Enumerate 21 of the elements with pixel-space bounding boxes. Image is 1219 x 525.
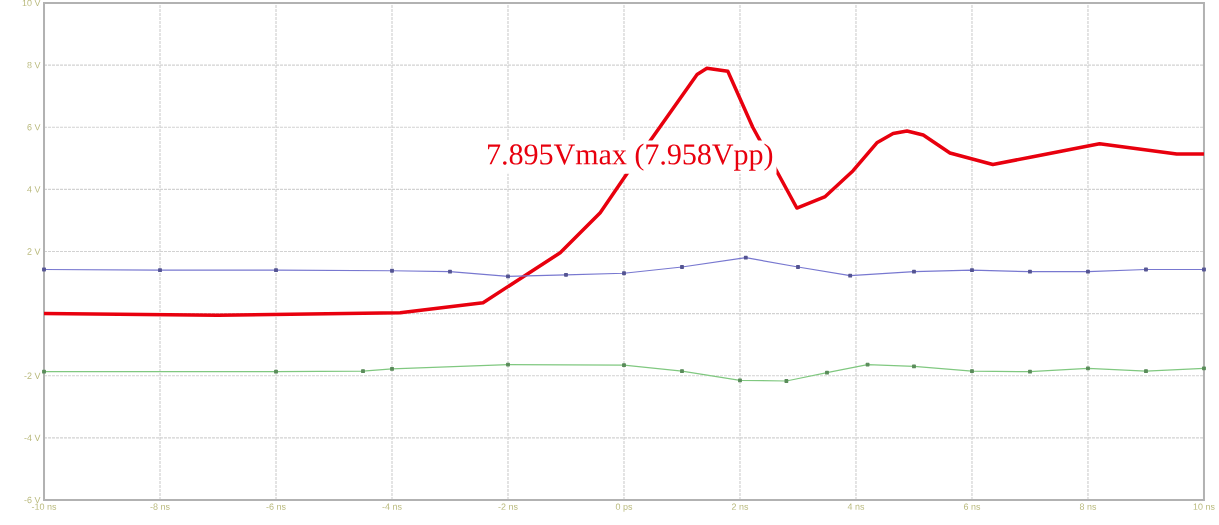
annotation: 7.895Vmax (7.958Vpp) bbox=[488, 143, 773, 171]
y-tick-label: -6 V bbox=[24, 496, 41, 504]
x-tick-label: 8 ns bbox=[1079, 503, 1097, 510]
x-tick-label: 4 ns bbox=[847, 503, 865, 510]
x-tick-label: -8 ns bbox=[150, 503, 170, 510]
y-tick-label: 2 V bbox=[27, 248, 41, 255]
x-tick-label: 0 ps bbox=[615, 503, 633, 512]
y-tick-label: -2 V bbox=[24, 372, 41, 379]
x-tick-label: 6 ns bbox=[963, 503, 981, 510]
x-tick-label: 2 ns bbox=[731, 503, 749, 510]
y-tick-label: 6 V bbox=[27, 124, 41, 131]
x-tick-label: -10 ns bbox=[31, 503, 57, 510]
y-tick-label: -4 V bbox=[24, 434, 41, 441]
y-tick-label: 8 V bbox=[27, 61, 41, 69]
x-tick-label: -2 ns bbox=[498, 503, 518, 510]
y-tick-label: 4 V bbox=[27, 186, 41, 193]
y-tick-label: 10 V bbox=[22, 0, 41, 7]
x-tick-label: -4 ns bbox=[382, 503, 402, 510]
x-tick-label: -6 ns bbox=[266, 503, 286, 510]
line-series bbox=[42, 66, 1206, 317]
x-tick-label: 10 ns bbox=[1193, 503, 1215, 510]
